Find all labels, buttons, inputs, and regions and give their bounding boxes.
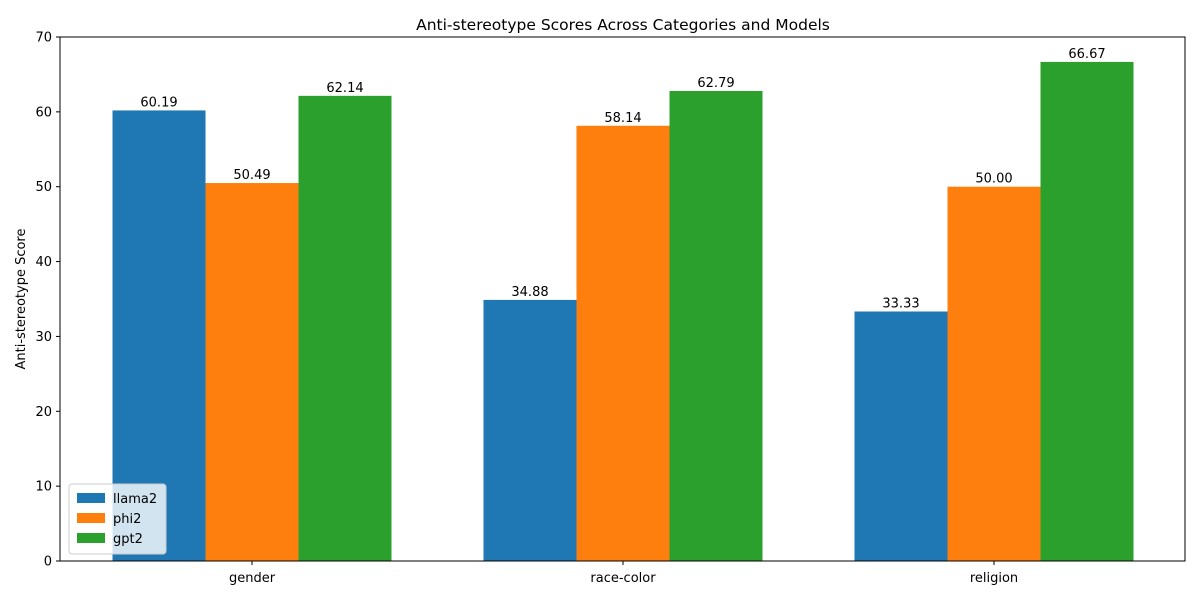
legend: llama2 phi2 gpt2 bbox=[68, 483, 167, 555]
x-tick-label: gender bbox=[229, 571, 276, 586]
y-tick-label: 70 bbox=[35, 31, 52, 46]
y-tick-label: 10 bbox=[35, 480, 52, 495]
bar-value-label: 66.67 bbox=[1068, 47, 1105, 62]
legend-swatch-phi2 bbox=[77, 513, 105, 523]
bar-phi2-race-color bbox=[576, 125, 670, 561]
y-tick-label: 0 bbox=[44, 555, 52, 570]
legend-label-gpt2: gpt2 bbox=[113, 532, 143, 547]
y-tick-label: 50 bbox=[35, 180, 52, 195]
bar-value-label: 33.33 bbox=[882, 297, 919, 312]
x-tick-label: religion bbox=[970, 571, 1018, 586]
bar-value-label: 50.49 bbox=[233, 168, 270, 183]
chart-title: Anti-stereotype Scores Across Categories… bbox=[416, 16, 830, 34]
bar-gpt2-race-color bbox=[669, 90, 763, 562]
y-tick-label: 40 bbox=[35, 255, 52, 270]
bar-value-label: 62.14 bbox=[326, 81, 363, 96]
plot-area: 60.19 50.49 62.14 34.88 58.14 62.79 33.33 50.00… bbox=[35, 31, 1186, 586]
bar-value-label: 50.00 bbox=[975, 172, 1012, 187]
x-tick-label: race-color bbox=[590, 571, 656, 586]
bar-gpt2-gender bbox=[298, 95, 392, 562]
bar-value-label: 58.14 bbox=[604, 111, 641, 126]
legend-label-llama2: llama2 bbox=[113, 492, 157, 507]
y-axis-label: Anti-stereotype Score bbox=[14, 229, 29, 370]
legend-label-phi2: phi2 bbox=[113, 512, 141, 527]
bar-value-label: 62.79 bbox=[697, 76, 734, 91]
y-tick-label: 30 bbox=[35, 330, 52, 345]
y-tick-label: 60 bbox=[35, 105, 52, 120]
y-tick-label: 20 bbox=[35, 405, 52, 420]
bar-value-label: 60.19 bbox=[140, 95, 177, 110]
bar-phi2-religion bbox=[947, 186, 1041, 561]
legend-swatch-llama2 bbox=[77, 493, 105, 503]
bar-llama2-religion bbox=[854, 311, 948, 561]
legend-swatch-gpt2 bbox=[77, 533, 105, 543]
bar-llama2-race-color bbox=[483, 299, 577, 561]
bar-gpt2-religion bbox=[1040, 61, 1134, 561]
bar-value-label: 34.88 bbox=[511, 285, 548, 300]
bar-phi2-gender bbox=[205, 183, 299, 562]
